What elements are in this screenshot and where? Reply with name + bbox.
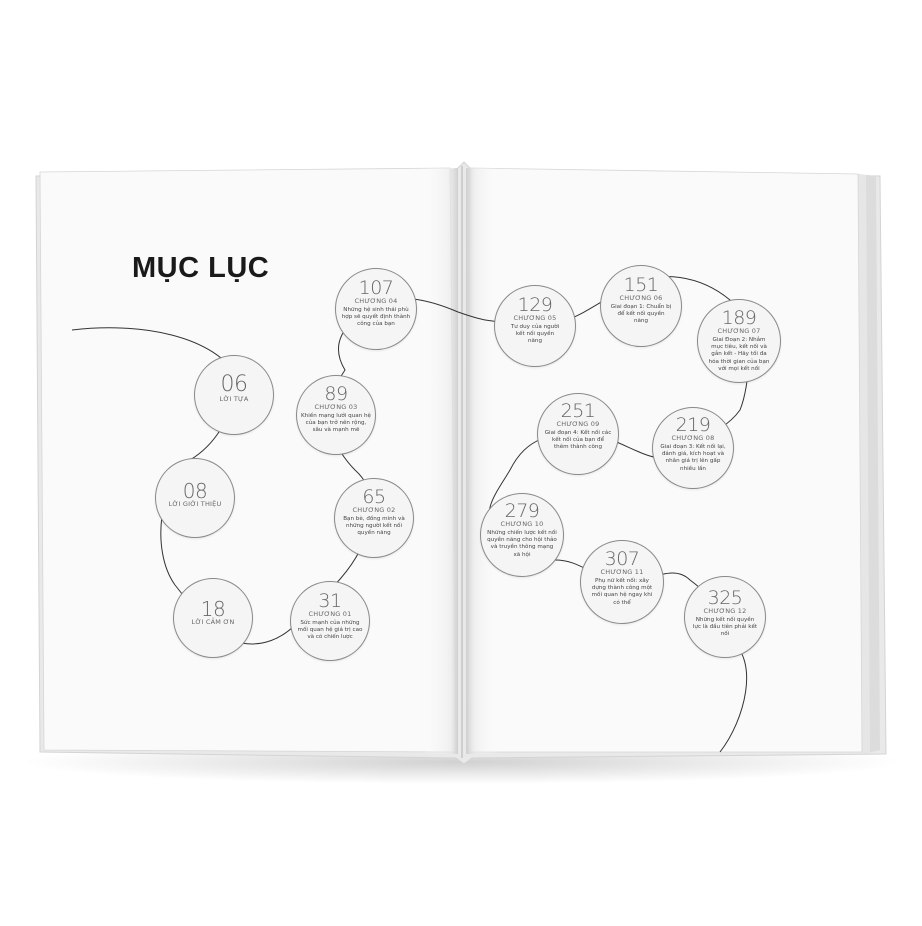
page-number: 31 [318, 590, 342, 612]
toc-item-loi-tua[interactable]: 06 LỜI TỰA [194, 355, 274, 435]
item-description: Những chiến lược kết nối quyền năng cho … [487, 529, 557, 558]
toc-item-chuong-01[interactable]: 31 CHƯƠNG 01 Sức mạnh của những mối quan… [290, 581, 370, 661]
item-description: Những kết nối quyền lực là đầu tiên phải… [692, 616, 758, 638]
toc-item-loi-gioi-thieu[interactable]: 08 LỜI GIỚI THIỆU [155, 458, 235, 538]
toc-item-chuong-04[interactable]: 107 CHƯƠNG 04 Những hệ sinh thái phù hợp… [335, 268, 417, 350]
item-label: CHƯƠNG 04 [354, 297, 398, 305]
page-number: 189 [721, 307, 757, 329]
page-number: 18 [200, 597, 226, 621]
item-description: Tư duy của người kết nối quyền năng [510, 323, 560, 345]
item-label: CHƯƠNG 06 [619, 294, 663, 302]
item-description: Sức mạnh của những mối quan hệ giá trị c… [297, 619, 363, 641]
toc-item-chuong-09[interactable]: 251 CHƯƠNG 09 Giai đoạn 4: Kết nối các k… [537, 393, 619, 475]
item-label: CHƯƠNG 07 [717, 327, 761, 335]
toc-item-loi-cam-on[interactable]: 18 LỜI CẢM ƠN [173, 578, 253, 658]
item-label: CHƯƠNG 12 [703, 607, 747, 615]
toc-item-chuong-05[interactable]: 129 CHƯƠNG 05 Tư duy của người kết nối q… [494, 285, 576, 367]
item-label: CHƯƠNG 09 [556, 420, 600, 428]
item-description: Giai đoạn 3: Kết nối lại, đánh giá, kích… [660, 443, 726, 472]
item-label: CHƯƠNG 08 [671, 434, 715, 442]
item-label: CHƯƠNG 03 [314, 403, 358, 411]
page-number: 107 [358, 277, 394, 299]
page-number: 89 [324, 383, 348, 405]
page-number: 307 [604, 548, 640, 570]
item-description: Khiến mạng lưới quan hệ của bạn trở nên … [301, 412, 371, 434]
item-label: CHƯƠNG 11 [600, 568, 644, 576]
item-label: CHƯƠNG 01 [308, 610, 352, 618]
item-description: Giai đoạn 1: Chuẩn bị để kết nối quyền n… [610, 303, 672, 325]
item-description: Phụ nữ kết nối: xây dựng thành công một … [591, 577, 653, 606]
item-label: CHƯƠNG 02 [352, 506, 396, 514]
item-description: Bạn bè, đồng minh và những người kết nối… [343, 515, 405, 537]
item-description: Giai đoạn 4: Kết nối các kết nối của bạn… [544, 429, 612, 451]
toc-item-chuong-07[interactable]: 189 CHƯƠNG 07 Giai Đoạn 2: Nhắm mục tiêu… [697, 299, 781, 383]
page-number: 251 [560, 400, 596, 422]
item-description: Giai Đoạn 2: Nhắm mục tiêu, kết nối và g… [708, 336, 770, 372]
page-number: 151 [623, 274, 659, 296]
item-label: LỜI TỰA [219, 395, 249, 403]
item-label: CHƯƠNG 05 [513, 314, 557, 322]
page-number: 325 [707, 587, 743, 609]
page-number: 06 [220, 372, 249, 397]
toc-item-chuong-08[interactable]: 219 CHƯƠNG 08 Giai đoạn 3: Kết nối lại, … [652, 407, 734, 489]
page-title: MỤC LỤC [132, 252, 270, 284]
toc-item-chuong-11[interactable]: 307 CHƯƠNG 11 Phụ nữ kết nối: xây dựng t… [580, 540, 664, 624]
item-label: LỜI GIỚI THIỆU [168, 500, 222, 508]
page-number: 219 [675, 414, 711, 436]
toc-item-chuong-10[interactable]: 279 CHƯƠNG 10 Những chiến lược kết nối q… [480, 493, 564, 577]
item-label: CHƯƠNG 10 [500, 520, 544, 528]
toc-item-chuong-12[interactable]: 325 CHƯƠNG 12 Những kết nối quyền lực là… [684, 576, 766, 658]
page-number: 129 [517, 294, 553, 316]
item-label: LỜI CẢM ƠN [191, 618, 235, 626]
page-number: 279 [504, 500, 540, 522]
page-number: 08 [182, 479, 208, 503]
page-number: 65 [362, 486, 386, 508]
toc-item-chuong-06[interactable]: 151 CHƯƠNG 06 Giai đoạn 1: Chuẩn bị để k… [600, 265, 682, 347]
item-description: Những hệ sinh thái phù hợp sẽ quyết định… [341, 306, 411, 328]
toc-item-chuong-03[interactable]: 89 CHƯƠNG 03 Khiến mạng lưới quan hệ của… [296, 375, 376, 455]
toc-item-chuong-02[interactable]: 65 CHƯƠNG 02 Bạn bè, đồng minh và những … [334, 478, 414, 558]
